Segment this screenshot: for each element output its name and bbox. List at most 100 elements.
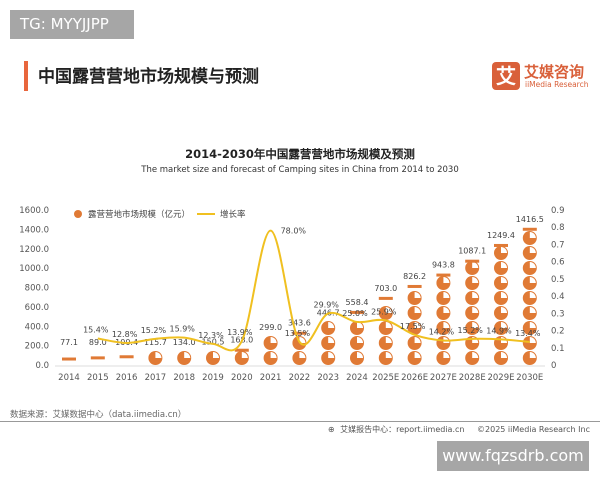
growth-label: 13.4% (515, 329, 541, 338)
bar-value-label: 943.8 (432, 261, 455, 270)
pie-icon-slice (529, 337, 536, 343)
pie-icon-slice (414, 337, 421, 343)
legend-bar-label: 露营营地市场规模（亿元） (88, 209, 190, 220)
pie-icon-slice (472, 322, 479, 328)
y-right-tick: 0.4 (551, 292, 565, 302)
y-left-tick: 1600.0 (19, 206, 49, 216)
x-tick: 2014 (58, 373, 80, 383)
pie-icon-slice (472, 292, 479, 298)
pie-icon-slice (472, 277, 479, 283)
pie-icon-partial (90, 356, 105, 360)
x-tick: 2026E (401, 373, 428, 383)
x-tick: 2015 (87, 373, 109, 383)
pie-icon-partial (436, 273, 451, 277)
growth-label: 15.2% (457, 326, 483, 335)
pie-icon-partial (407, 284, 422, 288)
pie-icon-slice (414, 322, 421, 328)
x-tick: 2021 (260, 373, 282, 383)
bar-value-label: 343.6 (288, 319, 311, 328)
pie-icon-partial (119, 355, 134, 359)
pie-icon-slice (270, 337, 277, 343)
pie-icon-slice (385, 322, 392, 328)
bar-value-label: 703.0 (374, 284, 397, 293)
pie-icon-slice (414, 292, 421, 298)
bar-value-label: 1087.1 (458, 247, 486, 256)
pie-icon-slice (443, 352, 450, 358)
pie-icon-partial (522, 227, 537, 231)
bar-value-label: 1416.5 (516, 215, 544, 224)
y-right-tick: 0.8 (551, 223, 565, 233)
growth-label: 12.3% (198, 331, 224, 340)
bar-value-label: 1249.4 (487, 231, 515, 240)
pie-icon-slice (155, 352, 162, 358)
pie-icon-slice (501, 307, 507, 313)
x-tick: 2022 (289, 373, 311, 383)
y-right-tick: 0.9 (551, 206, 565, 216)
pie-icon-partial (378, 296, 393, 300)
watermark-bottom: www.fqzsdrb.com (437, 441, 589, 471)
pie-icon-slice (501, 292, 507, 298)
x-tick: 2023 (317, 373, 339, 383)
pie-icon-slice (501, 352, 507, 358)
pie-icon-slice (529, 262, 536, 268)
pie-icon-slice (299, 352, 306, 358)
y-left-tick: 1200.0 (19, 245, 49, 255)
pie-icon-slice (529, 352, 536, 358)
growth-label: 13.9% (227, 328, 253, 337)
y-right-tick: 0.6 (551, 258, 565, 268)
pie-icon-partial (292, 331, 307, 335)
x-tick: 2018 (173, 373, 195, 383)
growth-label: 17.5% (400, 322, 426, 331)
chart: 0.0 200.0 400.0 600.0 800.0 1000.0 1200.0 1400.… (19, 206, 565, 383)
bar-value-label: 299.0 (259, 323, 282, 332)
y-right-tick: 0.3 (551, 309, 565, 319)
page-title: 中国露营营地市场规模与预测 (38, 67, 259, 87)
pie-icon-partial (62, 357, 76, 361)
legend-bar-icon (74, 210, 82, 218)
y-left-tick: 1000.0 (19, 264, 49, 274)
pie-icon-partial (494, 243, 508, 247)
x-tick: 2027E (430, 373, 457, 383)
y-left-tick: 1400.0 (19, 225, 49, 235)
growth-label: 15.9% (169, 325, 195, 334)
growth-label: 15.4% (83, 325, 109, 334)
pie-icon-slice (501, 277, 507, 283)
x-tick: 2017 (145, 373, 167, 383)
y-right-tick: 0.5 (551, 275, 565, 285)
y-left-tick: 600.0 (25, 303, 49, 313)
chart-title: 2014-2030年中国露营营地市场规模及预测 (185, 147, 415, 161)
logo: 艾 艾媒咨询 iiMedia Research (492, 62, 592, 96)
report-link[interactable]: 艾媒报告中心：report.iimedia.cn (340, 425, 465, 434)
pie-icon-slice (443, 277, 450, 283)
pie-icon-slice (299, 337, 306, 343)
y-right-tick: 0.2 (551, 327, 565, 337)
logo-cn: 艾媒咨询 (524, 63, 585, 81)
pie-icon-slice (443, 292, 450, 298)
growth-label: 14.9% (486, 326, 512, 335)
footer: ⊕ 艾媒报告中心：report.iimedia.cn ©2025 iiMedia… (318, 424, 590, 435)
pie-icon-partial (350, 310, 364, 314)
bar-value-label: 150.5 (202, 337, 225, 346)
pie-icon-slice (385, 337, 392, 343)
x-tick: 2029E (487, 373, 514, 383)
pie-icon-slice (385, 352, 392, 358)
y-right-tick: 0 (551, 361, 556, 371)
pie-icon-slice (385, 307, 392, 313)
growth-label: 14.2% (429, 328, 455, 337)
y-left-tick: 800.0 (25, 284, 49, 294)
growth-label: 12.8% (112, 330, 138, 339)
pie-icon-partial (234, 348, 249, 352)
growth-label: 25.9% (371, 307, 397, 316)
pie-icon-slice (501, 262, 507, 268)
logo-en: iiMedia Research (525, 80, 589, 89)
pie-icon-slice (184, 352, 191, 358)
x-tick: 2025E (372, 373, 399, 383)
pie-icon-slice (328, 352, 335, 358)
x-tick: 2024 (346, 373, 368, 383)
growth-label: 78.0% (281, 227, 307, 236)
pie-icon-slice (529, 247, 536, 253)
watermark-top: TG: MYYJJPP (10, 10, 134, 39)
legend-line-label: 增长率 (220, 209, 246, 220)
chart-subtitle: The market size and forecast of Camping … (141, 165, 459, 175)
growth-label: 25.0% (342, 309, 368, 318)
